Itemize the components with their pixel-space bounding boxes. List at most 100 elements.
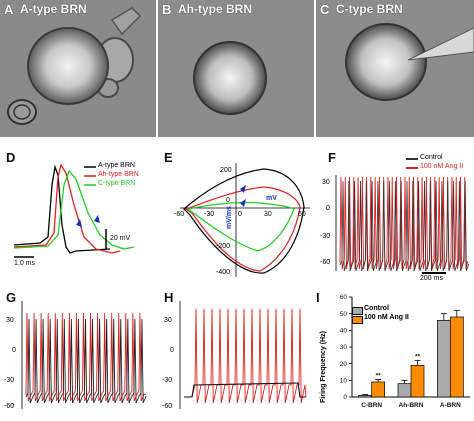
h-trace-control	[184, 382, 306, 398]
i-legend-swatch-1	[352, 316, 363, 324]
i-ytick-label: 50	[340, 311, 348, 318]
panel-a-title: A-type BRN	[20, 2, 87, 16]
i-xtick-2: A-BRN	[440, 402, 461, 409]
panel-i-letter: I	[316, 290, 320, 305]
i-bar-1-0	[371, 381, 386, 398]
e-loop-c	[186, 201, 295, 252]
i-sig-1: **	[415, 353, 421, 360]
i-legend-1: 100 nM Ang II	[364, 314, 409, 321]
e-ytick-3: -400	[216, 269, 231, 276]
h-ytick-3: -60	[162, 403, 173, 410]
i-ytick-label: 60	[340, 294, 348, 301]
g-ytick-3: -60	[4, 403, 15, 410]
i-bar-1-2	[449, 316, 464, 398]
f-trace-control	[339, 180, 470, 272]
d-arrow-1	[76, 219, 82, 227]
e-ytick-1: 0	[226, 197, 230, 204]
panel-i-chart: 60 50 40 30 20 10 0 ** C-BRN ** Ah-BRN A-BRN	[340, 294, 470, 409]
g-trace-control	[25, 318, 147, 404]
e-loop-a	[183, 168, 305, 274]
e-ytick-0: 200	[220, 167, 232, 174]
panel-g-letter: G	[6, 290, 17, 305]
i-ytick-label: 40	[340, 328, 348, 335]
f-legend-1: 100 nM Ang II	[420, 163, 464, 170]
f-legend-0: Control	[420, 154, 443, 161]
e-xtick-3: 30	[264, 211, 272, 218]
d-arrow-2	[94, 215, 100, 223]
h-ytick-1: 0	[170, 347, 174, 354]
d-legend-0: A-type BRN	[98, 162, 135, 169]
i-ytick-label: 30	[340, 344, 348, 351]
panel-d: D A-type BRN Ah-type BRN C-type BRN 20 m…	[0, 145, 160, 280]
i-bar-0-0	[358, 394, 373, 398]
e-loop-ah	[184, 186, 301, 272]
e-ytick-2: -200	[216, 243, 231, 250]
i-sig-0: **	[376, 373, 382, 380]
i-legend-swatch-0	[352, 307, 363, 315]
g-ytick-1: 0	[12, 347, 16, 354]
i-xtick-0: C-BRN	[361, 402, 382, 409]
micrograph-b: B Ah-type BRN	[158, 0, 314, 137]
f-ytick-2: -30	[320, 233, 331, 240]
panel-f-letter: F	[328, 150, 336, 165]
panel-h: H 30 0 -30 -60	[158, 285, 316, 421]
e-xtick-1: -30	[204, 211, 215, 218]
micrograph-a: A A-type BRN	[0, 0, 156, 137]
panel-d-plot	[13, 163, 135, 258]
i-bar-0-2	[436, 319, 451, 398]
d-trace-c	[13, 169, 135, 250]
d-scale-t: 1.0 ms	[14, 260, 36, 267]
g-ytick-0: 30	[6, 317, 14, 324]
h-trace-angii	[184, 308, 307, 404]
panel-g-plot	[21, 301, 147, 409]
f-ytick-1: 0	[326, 205, 330, 212]
panel-f-plot	[335, 175, 470, 272]
panel-e-letter: E	[164, 150, 173, 165]
i-bar-0-1	[397, 383, 412, 398]
d-scale-v: 20 mV	[110, 235, 131, 242]
d-trace-ah	[13, 163, 121, 254]
micrograph-a-image	[0, 0, 156, 137]
e-arrow-2	[240, 199, 246, 207]
i-legend-0: Control	[364, 305, 389, 312]
e-ylabel: mV/ms	[226, 206, 233, 229]
panel-c-title: C-type BRN	[336, 2, 403, 16]
micrograph-c: C C-type BRN	[316, 0, 474, 137]
panel-b-title: Ah-type BRN	[178, 2, 252, 16]
d-legend-1: Ah-type BRN	[98, 171, 139, 178]
panel-e-plot	[180, 163, 310, 277]
panel-i: I Firing Frequency (Hz) 60 50 40 30 20 10 0 ** C…	[316, 285, 474, 421]
d-legend-2: C-type BRN	[98, 180, 136, 187]
panel-e: E 200 0 -200 -400 -60 -30 0 30 60 mV mV/…	[160, 145, 318, 280]
f-ytick-3: -60	[320, 259, 331, 266]
e-xtick-4: 60	[298, 211, 306, 218]
f-legend-line-1	[406, 167, 418, 169]
panel-c-letter: C	[320, 2, 330, 17]
f-ytick-0: 30	[322, 179, 330, 186]
micrograph-c-image	[316, 0, 474, 137]
panel-b-letter: B	[162, 2, 172, 17]
i-ytick-label: 0	[343, 394, 347, 401]
g-ytick-2: -30	[4, 377, 15, 384]
i-ytick-label: 20	[340, 361, 348, 368]
e-arrow-1	[240, 185, 246, 193]
panel-h-plot	[179, 301, 307, 409]
f-scale-bar	[422, 272, 446, 274]
h-ytick-2: -30	[162, 377, 173, 384]
f-scale-t: 200 ms	[420, 275, 443, 282]
e-xtick-0: -60	[174, 211, 185, 218]
h-ytick-0: 30	[164, 317, 172, 324]
i-bar-1-1	[410, 364, 425, 398]
panel-f: F 30 0 -30 -60 Control 100 nM Ang II 200…	[318, 145, 474, 282]
d-trace-a	[13, 164, 111, 254]
f-legend-line-0	[406, 158, 418, 160]
e-xlabel: mV	[266, 195, 277, 202]
e-xtick-2: 0	[238, 211, 242, 218]
i-xtick-1: Ah-BRN	[399, 402, 424, 409]
panel-g: G 30 0 -30 -60	[0, 285, 158, 421]
micrograph-b-image	[158, 0, 314, 137]
panel-a-letter: A	[4, 2, 14, 17]
panel-d-letter: D	[6, 150, 16, 165]
panel-h-letter: H	[164, 290, 174, 305]
i-ytick-label: 10	[340, 378, 348, 385]
